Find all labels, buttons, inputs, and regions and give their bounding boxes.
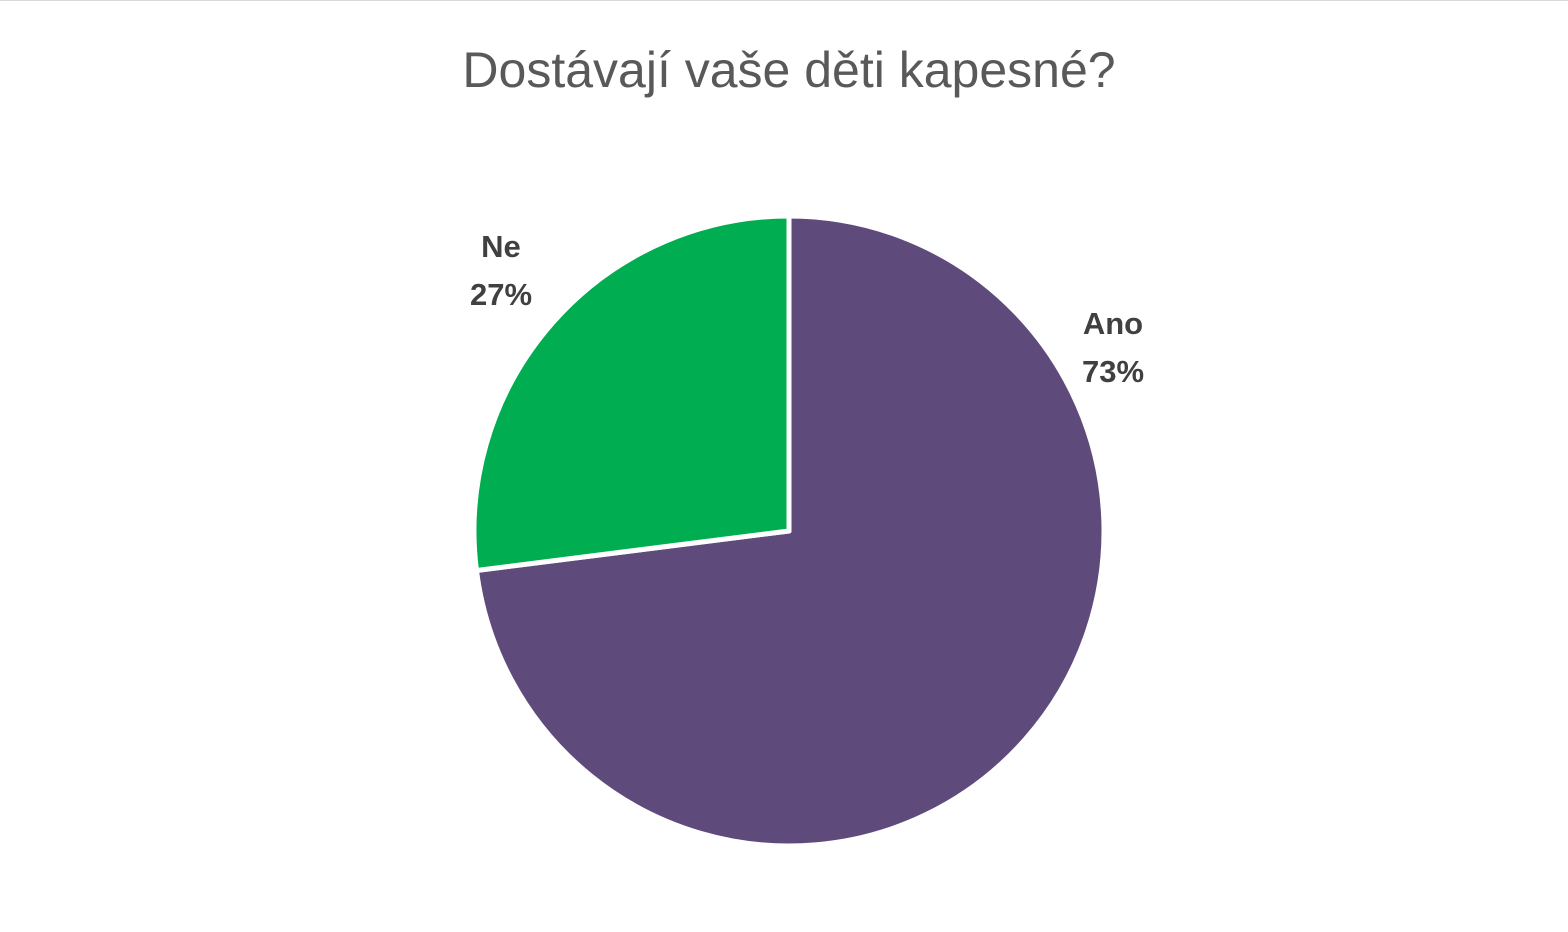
chart-title: Dostávají vaše děti kapesné? <box>462 42 1115 98</box>
value-label: 27% <box>470 277 532 312</box>
value-label: 73% <box>1082 354 1144 389</box>
category-label: Ano <box>1083 306 1143 341</box>
category-label: Ne <box>481 229 521 264</box>
pie-slice <box>471 213 792 573</box>
